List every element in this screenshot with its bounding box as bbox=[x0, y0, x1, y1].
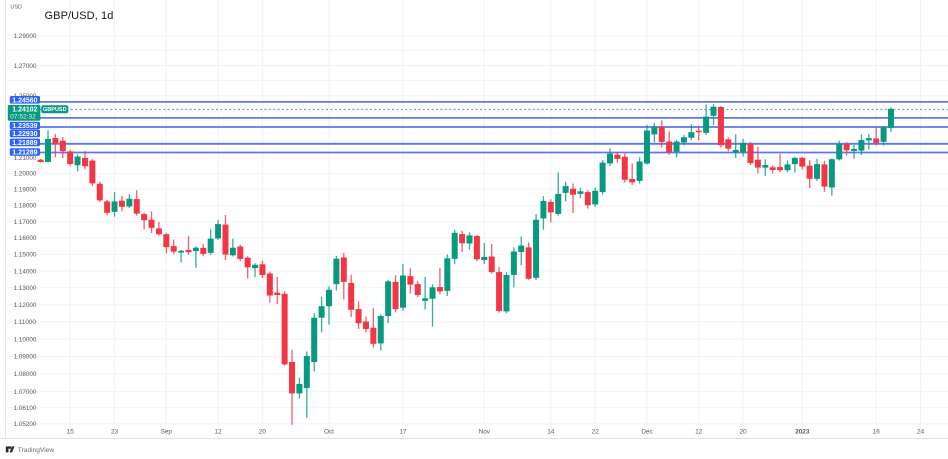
svg-text:1.05200: 1.05200 bbox=[14, 421, 37, 428]
svg-text:USD: USD bbox=[10, 5, 22, 11]
svg-text:1.21289: 1.21289 bbox=[12, 150, 37, 157]
svg-text:24: 24 bbox=[917, 429, 925, 436]
svg-text:1.19000: 1.19000 bbox=[14, 187, 37, 194]
svg-text:15: 15 bbox=[67, 429, 75, 436]
svg-text:1.27000: 1.27000 bbox=[14, 63, 37, 70]
svg-text:GBPUSD: GBPUSD bbox=[43, 107, 67, 113]
svg-text:1.09000: 1.09000 bbox=[14, 354, 37, 361]
svg-text:1.22930: 1.22930 bbox=[12, 131, 37, 138]
svg-text:1.21000: 1.21000 bbox=[14, 155, 37, 162]
svg-text:1.14000: 1.14000 bbox=[14, 268, 37, 275]
svg-text:1.23539: 1.23539 bbox=[12, 123, 37, 130]
svg-text:Nov: Nov bbox=[479, 429, 491, 436]
svg-text:1.08000: 1.08000 bbox=[14, 371, 37, 378]
svg-text:1.10000: 1.10000 bbox=[14, 336, 37, 343]
svg-text:17: 17 bbox=[399, 429, 407, 436]
svg-text:1.16000: 1.16000 bbox=[14, 235, 37, 242]
svg-text:12: 12 bbox=[215, 429, 223, 436]
svg-text:1.17000: 1.17000 bbox=[14, 219, 37, 226]
svg-text:Oct: Oct bbox=[324, 429, 334, 436]
svg-text:1.06100: 1.06100 bbox=[14, 405, 37, 412]
svg-text:1.18000: 1.18000 bbox=[14, 203, 37, 210]
svg-text:1.13000: 1.13000 bbox=[14, 285, 37, 292]
svg-text:1.11000: 1.11000 bbox=[14, 319, 37, 326]
svg-text:1.29000: 1.29000 bbox=[14, 33, 37, 40]
svg-text:Dec: Dec bbox=[641, 429, 653, 436]
svg-text:1.12000: 1.12000 bbox=[14, 302, 37, 309]
svg-text:1.20000: 1.20000 bbox=[14, 171, 37, 178]
svg-text:GBP/USD, 1d: GBP/USD, 1d bbox=[45, 10, 114, 22]
svg-text:TradingView: TradingView bbox=[18, 447, 55, 454]
svg-text:14: 14 bbox=[547, 429, 555, 436]
svg-text:1.07000: 1.07000 bbox=[14, 389, 37, 396]
svg-text:Sep: Sep bbox=[161, 429, 173, 436]
svg-text:1.24560: 1.24560 bbox=[12, 97, 37, 104]
svg-text:16: 16 bbox=[873, 429, 881, 436]
svg-text:22: 22 bbox=[592, 429, 600, 436]
svg-text:12: 12 bbox=[695, 429, 703, 436]
svg-text:1.24102: 1.24102 bbox=[12, 107, 37, 114]
svg-text:20: 20 bbox=[740, 429, 748, 436]
svg-text:1.21889: 1.21889 bbox=[12, 140, 37, 147]
svg-text:23: 23 bbox=[111, 429, 119, 436]
svg-text:07:52:32: 07:52:32 bbox=[10, 114, 36, 121]
svg-text:20: 20 bbox=[259, 429, 267, 436]
svg-text:1.15000: 1.15000 bbox=[14, 252, 37, 259]
svg-text:2023: 2023 bbox=[795, 429, 810, 436]
